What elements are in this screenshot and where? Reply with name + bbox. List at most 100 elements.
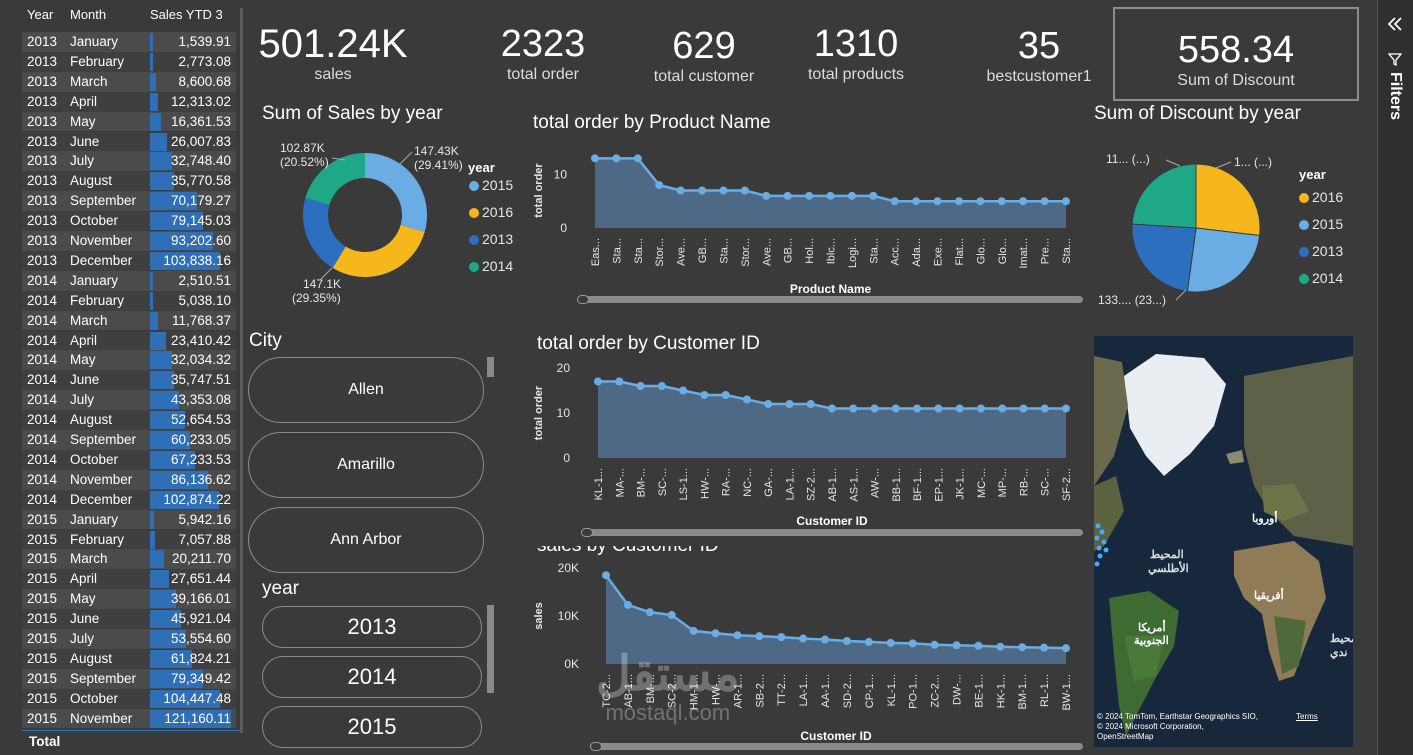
- area3-point[interactable]: [930, 640, 939, 649]
- donut-slice-2013[interactable]: [303, 197, 346, 268]
- area2-point[interactable]: [615, 377, 624, 386]
- year-slicer-scrollbar[interactable]: [487, 605, 494, 693]
- col-header-month[interactable]: Month: [70, 7, 107, 22]
- product-chart-scroll-thumb[interactable]: [577, 295, 589, 304]
- area3-point[interactable]: [952, 641, 961, 650]
- area3-point[interactable]: [974, 641, 983, 650]
- year-option-2014[interactable]: 2014: [262, 656, 482, 698]
- area2-point[interactable]: [1019, 404, 1028, 413]
- table-row[interactable]: 2014 June 35,747.51: [22, 370, 236, 391]
- table-row[interactable]: 2015 May 39,166.01: [22, 589, 236, 610]
- table-row[interactable]: 2015 March 20,211.70: [22, 549, 236, 570]
- table-row[interactable]: 2013 April 12,313.02: [22, 91, 236, 112]
- table-row[interactable]: 2015 January 5,942.16: [22, 509, 236, 530]
- area2-point[interactable]: [700, 391, 709, 399]
- table-row[interactable]: 2013 March 8,600.68: [22, 71, 236, 92]
- table-row[interactable]: 2014 March 11,768.37: [22, 310, 236, 331]
- area1-point[interactable]: [591, 154, 599, 163]
- table-row[interactable]: 2013 October 79,145.03: [22, 211, 236, 231]
- area3-point[interactable]: [908, 639, 917, 648]
- area3-point[interactable]: [733, 631, 742, 640]
- area3-point[interactable]: [1040, 643, 1049, 652]
- collapse-chevron-icon[interactable]: [1386, 15, 1404, 33]
- area1-point[interactable]: [869, 191, 878, 200]
- area2-point[interactable]: [764, 400, 773, 408]
- area1-point[interactable]: [783, 191, 792, 200]
- area2-point[interactable]: [891, 404, 900, 413]
- year-option-2013[interactable]: 2013: [262, 606, 482, 648]
- donut-slice-2016[interactable]: [332, 225, 425, 277]
- area1-point[interactable]: [933, 197, 942, 206]
- table-row[interactable]: 2013 July 32,748.40: [22, 151, 236, 172]
- area3-point[interactable]: [667, 611, 676, 620]
- sales-customer-chart-scroll-thumb[interactable]: [590, 742, 602, 751]
- area2-point[interactable]: [742, 395, 751, 404]
- table-row[interactable]: 2013 June 26,007.83: [22, 131, 236, 152]
- area1-point[interactable]: [655, 181, 664, 190]
- area1-point[interactable]: [976, 197, 985, 206]
- table-row[interactable]: 2015 February 7,057.88: [22, 529, 236, 550]
- customer-chart-scrollbar[interactable]: [581, 528, 1083, 537]
- area3-point[interactable]: [1018, 643, 1027, 652]
- area1-point[interactable]: [890, 197, 899, 206]
- map-terms-link[interactable]: Terms: [1296, 712, 1318, 721]
- filters-label[interactable]: Filters: [1387, 72, 1404, 121]
- area3-point[interactable]: [864, 637, 873, 646]
- table-row[interactable]: 2013 August 35,770.58: [22, 171, 236, 192]
- table-scrollbar[interactable]: [240, 8, 243, 733]
- table-row[interactable]: 2015 September 79,349.42: [22, 668, 236, 689]
- donut-slice-2015[interactable]: [365, 153, 427, 232]
- filters-pane[interactable]: [1377, 0, 1413, 755]
- area3-point[interactable]: [711, 629, 720, 638]
- pie-slice-2016[interactable]: [1195, 163, 1261, 237]
- table-row[interactable]: 2014 October 67,233.53: [22, 449, 236, 470]
- area1-point[interactable]: [847, 191, 856, 200]
- col-header-year[interactable]: Year: [27, 7, 54, 22]
- col-header-sales-ytd[interactable]: Sales YTD 3: [150, 7, 223, 22]
- area1-point[interactable]: [1040, 197, 1049, 206]
- area3-point[interactable]: [886, 638, 895, 647]
- area3-point[interactable]: [755, 632, 764, 641]
- area3-point[interactable]: [645, 608, 654, 617]
- pie-slice-2015[interactable]: [1186, 227, 1261, 293]
- area1-point[interactable]: [954, 197, 963, 206]
- area2-point[interactable]: [998, 404, 1007, 413]
- area3-point[interactable]: [821, 635, 830, 644]
- table-row[interactable]: 2015 July 53,554.60: [22, 629, 236, 649]
- table-row[interactable]: 2015 October 104,447.48: [22, 688, 236, 709]
- area2-point[interactable]: [785, 400, 794, 408]
- table-row[interactable]: 2014 May 32,034.32: [22, 350, 236, 371]
- area2-point[interactable]: [657, 382, 666, 390]
- table-row[interactable]: 2013 September 70,179.27: [22, 191, 236, 212]
- orders-by-customer-chart[interactable]: total order 0 10 20 KL-1... MA-... BM-... SC-..…: [520, 355, 1090, 530]
- area2-point[interactable]: [955, 404, 964, 413]
- area2-point[interactable]: [828, 404, 836, 413]
- area1-point[interactable]: [997, 197, 1006, 206]
- area1-point[interactable]: [633, 154, 642, 163]
- donut-slice-2014[interactable]: [305, 153, 365, 205]
- table-row[interactable]: 2013 May 16,361.53: [22, 111, 236, 132]
- area1-point[interactable]: [1019, 197, 1028, 206]
- city-slicer-scrollbar[interactable]: [487, 357, 494, 377]
- table-row[interactable]: 2014 December 102,874.22: [22, 489, 236, 510]
- table-row[interactable]: 2014 January 2,510.51: [22, 270, 236, 291]
- area2-point[interactable]: [849, 404, 858, 413]
- table-row[interactable]: 2013 February 2,773.08: [22, 51, 236, 72]
- table-row[interactable]: 2014 April 23,410.42: [22, 330, 236, 351]
- table-row[interactable]: 2014 February 5,038.10: [22, 290, 236, 311]
- area1-point[interactable]: [719, 186, 728, 195]
- area3-point[interactable]: [777, 633, 786, 642]
- table-row[interactable]: 2014 September 60,233.05: [22, 430, 236, 450]
- world-map[interactable]: أوروبا المحيط الأطلسي أفريقيا أمريكا الج…: [1094, 336, 1353, 747]
- pie-slice-2014[interactable]: [1131, 163, 1197, 229]
- table-row[interactable]: 2015 August 61,824.21: [22, 648, 236, 669]
- area3-point[interactable]: [602, 571, 610, 580]
- table-row[interactable]: 2015 June 45,921.04: [22, 609, 236, 629]
- discount-by-year-pie-chart[interactable]: 1... (...) 11... (...) 133.... (23...) year…: [1094, 130, 1364, 320]
- area2-point[interactable]: [636, 382, 645, 390]
- area1-point[interactable]: [740, 186, 749, 195]
- area1-point[interactable]: [805, 191, 814, 200]
- area3-point[interactable]: [996, 642, 1005, 651]
- product-chart-scrollbar[interactable]: [577, 295, 1083, 304]
- area3-point[interactable]: [1062, 644, 1070, 653]
